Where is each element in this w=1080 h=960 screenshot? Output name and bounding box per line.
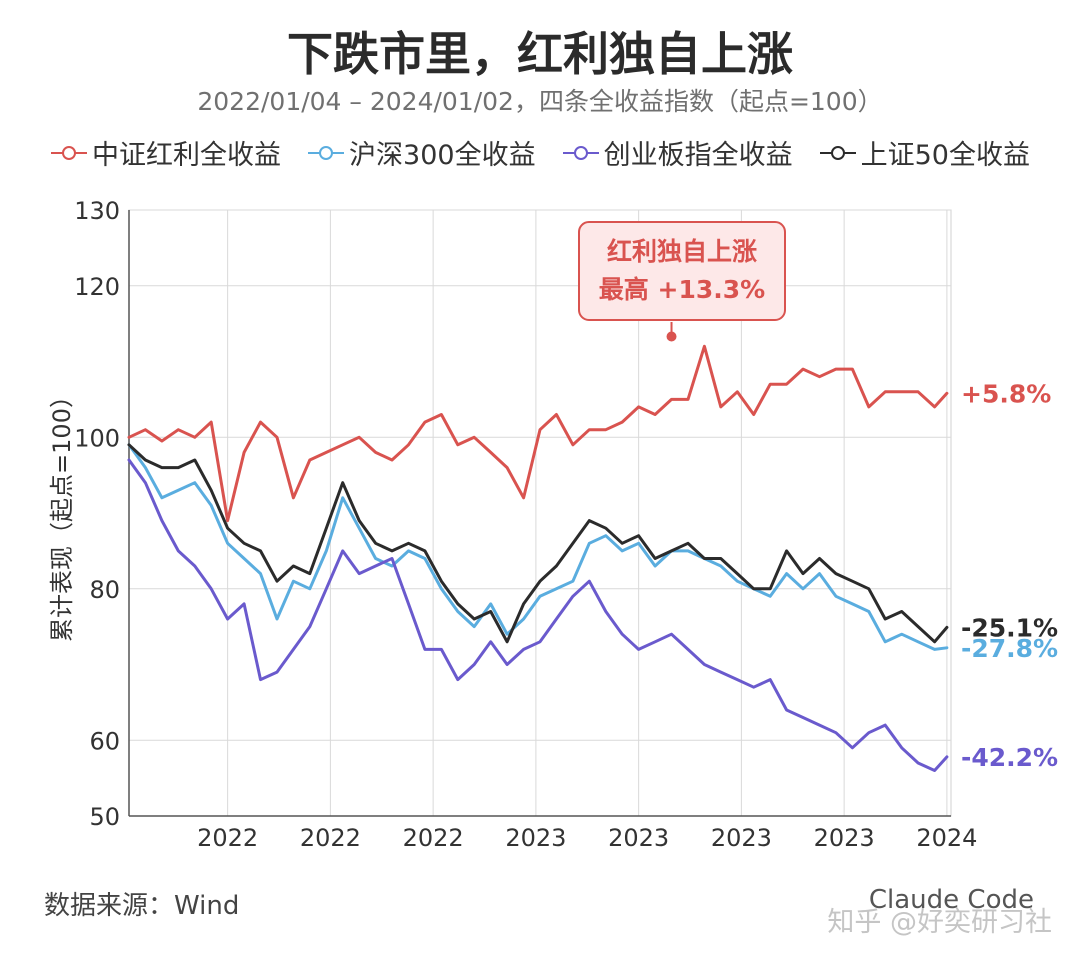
annotation-line-1: 红利独自上涨 (607, 237, 757, 266)
x-tick-label: 2023 (814, 824, 875, 852)
plot-area (128, 209, 952, 817)
series-line-4 (127, 443, 949, 644)
y-tick-label: 60 (89, 727, 120, 755)
annotation-box (578, 221, 786, 321)
legend-item: 上证50全收益 (819, 133, 1030, 172)
line-chart: 50 60 80 100 120 130 2022 2022 2022 2023 2023 2023 2… (48, 197, 1058, 852)
x-tick-label: 2022 (403, 824, 464, 852)
x-tick-label: 2023 (608, 824, 669, 852)
legend-label: 沪深300全收益 (349, 140, 536, 171)
series-end-label: -27.8% (961, 634, 1058, 663)
legend-marker-icon (308, 145, 345, 160)
legend-item: 创业板指全收益 (562, 133, 793, 172)
legend-item: 中证红利全收益 (50, 133, 281, 172)
y-tick-label: 120 (74, 273, 120, 301)
chart-subtitle: 2022/01/04 – 2024/01/02，四条全收益指数（起点=100） (197, 87, 883, 116)
series-line-3 (127, 458, 949, 772)
legend-label: 上证50全收益 (860, 140, 1030, 171)
series-end-label: -25.1% (961, 613, 1058, 642)
x-tick-label: 2024 (916, 824, 977, 852)
legend-marker-icon (819, 145, 856, 160)
legend-label: 创业板指全收益 (603, 140, 793, 171)
series-end-label: +5.8% (961, 379, 1051, 408)
y-tick-label: 80 (89, 576, 120, 604)
y-tick-label: 50 (89, 803, 120, 831)
legend-marker-icon (51, 145, 88, 160)
legend-marker-icon (562, 145, 599, 160)
y-tick-label: 130 (74, 197, 120, 225)
x-tick-label: 2023 (505, 824, 566, 852)
credit-label: Claude Code (868, 885, 1034, 915)
chart-title: 下跌市里，红利独自上涨 (287, 27, 793, 81)
series-line-1 (127, 344, 949, 523)
legend-label: 中证红利全收益 (92, 140, 282, 171)
series-line-2 (127, 443, 949, 651)
annotation-peak-marker (666, 331, 677, 342)
watermark: 知乎 @好奕研习社 (827, 907, 1052, 938)
legend-item: 沪深300全收益 (307, 133, 536, 172)
data-source-note: 数据来源：Wind (44, 891, 240, 921)
y-axis-label: 累计表现（起点=100） (48, 384, 76, 642)
y-tick-label: 100 (74, 424, 120, 452)
x-tick-label: 2023 (711, 824, 772, 852)
annotation-line-2: 最高 +13.3% (599, 275, 765, 304)
x-tick-label: 2022 (197, 824, 258, 852)
legend: 中证红利全收益 沪深300全收益 创业板指全收益 上证50全收益 (0, 133, 1080, 172)
series-end-label: -42.2% (961, 743, 1058, 772)
x-tick-label: 2022 (300, 824, 361, 852)
